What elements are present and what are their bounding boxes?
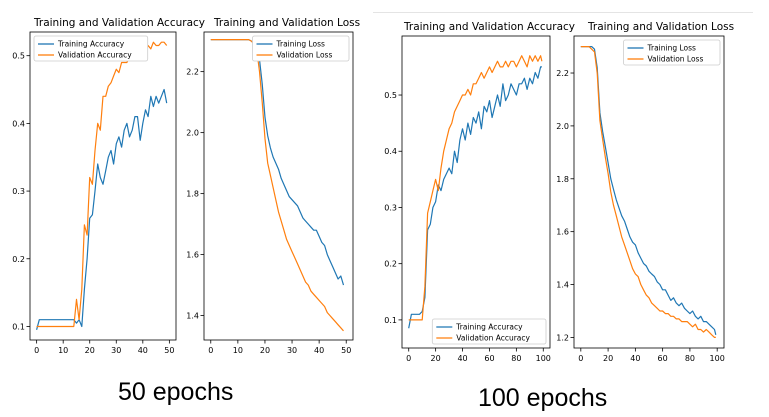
x-tick-label: 100 xyxy=(536,354,551,363)
x-tick-label: 40 xyxy=(457,354,467,363)
chart-title: Training and Validation Accuracy xyxy=(403,21,575,33)
x-tick-label: 100 xyxy=(710,354,725,363)
x-tick-label: 0 xyxy=(406,354,411,363)
y-tick-label: 0.4 xyxy=(384,147,397,156)
chart-accuracy-100-epochs: Training and Validation Accuracy 0 20 40 60 8… xyxy=(384,21,575,363)
y-tick-label: 1.8 xyxy=(186,190,199,199)
x-tick-label: 30 xyxy=(111,346,121,355)
x-tick-label: 80 xyxy=(511,354,521,363)
x-tick-label: 20 xyxy=(85,346,95,355)
caption-50-epochs: 50 epochs xyxy=(118,378,234,406)
x-tick-label: 40 xyxy=(630,354,640,363)
series-line-validation xyxy=(580,45,716,338)
y-tick-label: 0.5 xyxy=(384,91,397,100)
y-tick-label: 0.1 xyxy=(12,322,25,331)
legend-label: Validation Loss xyxy=(277,51,333,60)
y-tick-label: 1.6 xyxy=(556,228,569,237)
y-tick-label: 1.8 xyxy=(556,175,569,184)
legend-box xyxy=(33,35,149,62)
x-tick-label: 20 xyxy=(260,346,270,355)
legend-label: Training Loss xyxy=(276,40,326,49)
y-tick-label: 0.1 xyxy=(384,316,397,325)
chart-loss-50-epochs: Training and Validation Loss 0 10 20 30 40 50 1… xyxy=(186,17,360,355)
x-tick-label: 40 xyxy=(138,346,148,355)
y-tick-label: 0.3 xyxy=(12,187,25,196)
series-line-training xyxy=(580,45,717,335)
plot-frame xyxy=(29,31,177,341)
y-tick-label: 0.2 xyxy=(12,255,25,264)
legend-label: Training Accuracy xyxy=(455,323,523,332)
x-tick-label: 30 xyxy=(287,346,297,355)
y-tick-label: 2.2 xyxy=(186,68,199,77)
y-tick-label: 1.6 xyxy=(186,251,199,260)
x-tick-label: 40 xyxy=(314,346,324,355)
x-tick-label: 20 xyxy=(603,354,613,363)
series-line-training xyxy=(36,88,168,330)
series-line-training xyxy=(408,66,542,329)
series-line-validation xyxy=(408,55,543,321)
chart-title: Training and Validation Loss xyxy=(587,21,734,33)
legend-box xyxy=(252,35,350,62)
legend-box xyxy=(431,318,547,345)
x-tick-label: 50 xyxy=(341,346,351,355)
x-tick-label: 60 xyxy=(658,354,668,363)
x-tick-label: 0 xyxy=(578,354,583,363)
series-line-validation xyxy=(36,41,168,328)
legend-label: Validation Loss xyxy=(648,55,704,64)
legend-label: Training Loss xyxy=(647,44,697,53)
x-tick-label: 10 xyxy=(233,346,243,355)
y-tick-label: 0.3 xyxy=(384,203,397,212)
caption-100-epochs: 100 epochs xyxy=(478,384,608,412)
y-tick-label: 0.5 xyxy=(12,52,25,61)
x-tick-label: 60 xyxy=(484,354,494,363)
y-tick-label: 2.2 xyxy=(556,69,569,78)
legend-label: Training Accuracy xyxy=(57,40,125,49)
plot-frame xyxy=(401,35,551,349)
x-tick-label: 0 xyxy=(34,346,39,355)
y-tick-label: 0.2 xyxy=(384,260,397,269)
legend-label: Validation Accuracy xyxy=(456,334,530,343)
chart-accuracy-50-epochs: Training and Validation Accuracy 0 10 20 30 4… xyxy=(12,17,205,355)
y-tick-label: 1.4 xyxy=(186,312,199,321)
chart-title: Training and Validation Loss xyxy=(213,17,360,29)
x-tick-label: 50 xyxy=(164,346,174,355)
plot-frame xyxy=(203,31,354,341)
y-tick-label: 2.0 xyxy=(556,122,569,131)
y-tick-label: 1.4 xyxy=(556,281,569,290)
series-line-training xyxy=(210,38,345,286)
series-line-validation xyxy=(210,38,344,332)
chart-title: Training and Validation Accuracy xyxy=(33,17,205,29)
x-tick-label: 20 xyxy=(431,354,441,363)
x-tick-label: 10 xyxy=(58,346,68,355)
separator-line xyxy=(373,12,753,13)
x-tick-label: 0 xyxy=(208,346,213,355)
chart-loss-100-epochs: Training and Validation Loss 0 20 40 60 80 100… xyxy=(556,21,734,363)
y-tick-label: 1.2 xyxy=(556,333,569,342)
y-tick-label: 2.0 xyxy=(186,129,199,138)
plot-frame xyxy=(573,35,725,349)
legend-box xyxy=(623,39,721,66)
x-tick-label: 80 xyxy=(685,354,695,363)
y-tick-label: 0.4 xyxy=(12,119,25,128)
legend-label: Validation Accuracy xyxy=(58,51,132,60)
